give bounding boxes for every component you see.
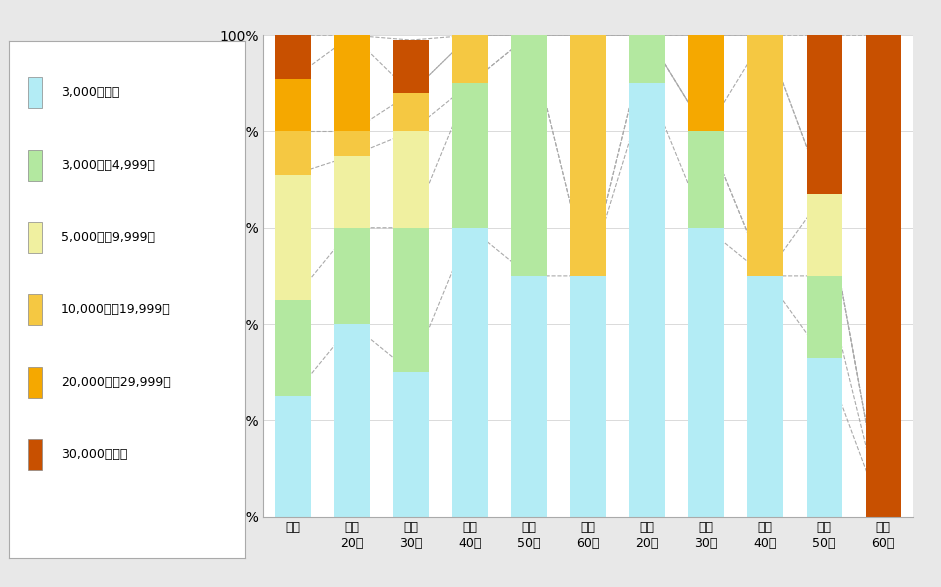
Bar [393, 93, 429, 131]
Bar [806, 276, 842, 357]
Bar [453, 228, 487, 517]
Bar [806, 35, 842, 194]
Bar [276, 131, 311, 175]
Bar [689, 131, 724, 228]
Text: 5,000円～9,999円: 5,000円～9,999円 [61, 231, 155, 244]
Bar [511, 276, 547, 517]
Bar [747, 35, 783, 276]
Bar [453, 83, 487, 228]
Bar [806, 357, 842, 517]
Text: 30,000円以上: 30,000円以上 [61, 448, 128, 461]
Bar [570, 35, 606, 276]
Bar [393, 228, 429, 372]
Bar [276, 79, 311, 131]
Bar [276, 396, 311, 517]
Bar [276, 35, 311, 79]
Bar [511, 35, 547, 276]
Bar [747, 276, 783, 517]
Bar [570, 276, 606, 517]
Text: 20,000円～29,999円: 20,000円～29,999円 [61, 376, 171, 389]
FancyBboxPatch shape [28, 222, 42, 253]
Text: 3,000円未満: 3,000円未満 [61, 86, 120, 99]
Bar [453, 35, 487, 83]
Bar [276, 175, 311, 300]
FancyBboxPatch shape [28, 150, 42, 181]
Bar [866, 35, 901, 517]
FancyBboxPatch shape [28, 366, 42, 397]
Bar [334, 35, 370, 131]
Bar [393, 40, 429, 93]
Bar [393, 131, 429, 228]
FancyBboxPatch shape [28, 77, 42, 108]
Bar [334, 228, 370, 324]
FancyBboxPatch shape [28, 439, 42, 470]
Text: 3,000円～4,999円: 3,000円～4,999円 [61, 158, 155, 171]
Text: 10,000円～19,999円: 10,000円～19,999円 [61, 303, 171, 316]
Bar [806, 194, 842, 276]
Bar [689, 35, 724, 131]
Bar [334, 156, 370, 228]
Bar [334, 131, 370, 156]
Bar [689, 228, 724, 517]
Bar [630, 83, 665, 517]
FancyBboxPatch shape [28, 294, 42, 325]
Bar [334, 324, 370, 517]
Bar [393, 372, 429, 517]
Bar [276, 300, 311, 396]
Bar [630, 35, 665, 83]
